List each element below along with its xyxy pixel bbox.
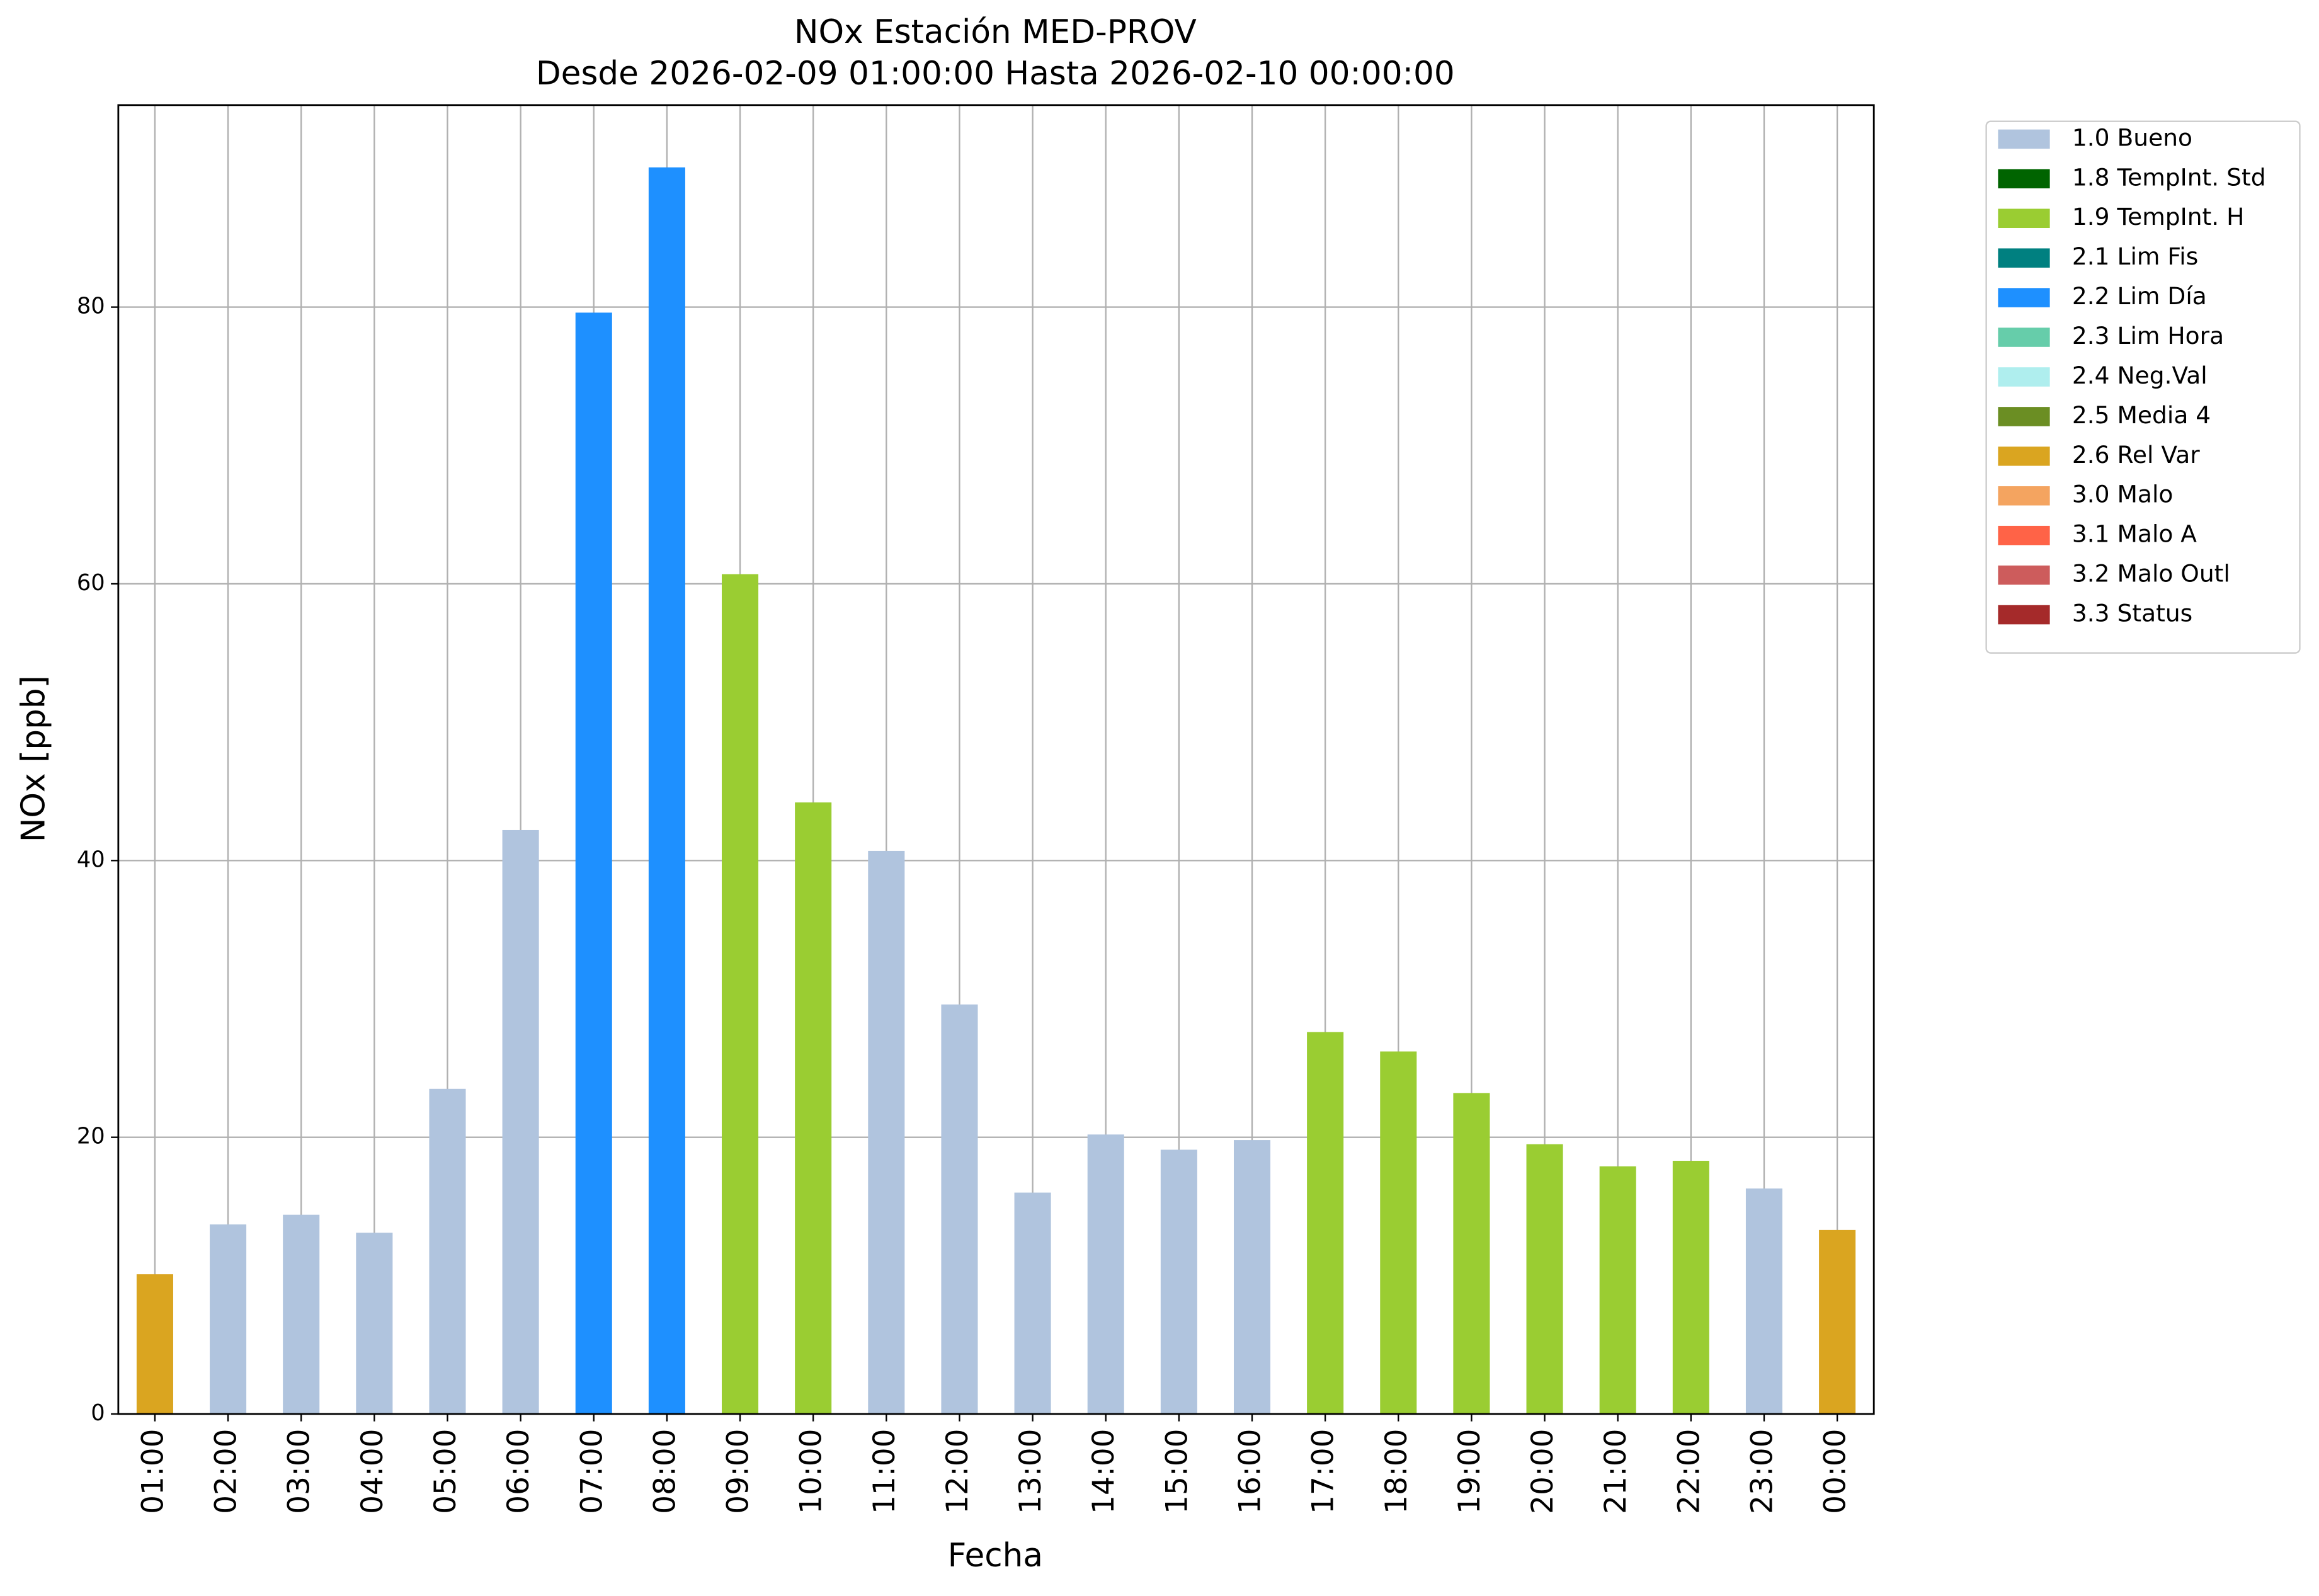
x-tick-label: 04:00 [355,1429,390,1514]
y-tick-label: 20 [77,1124,105,1149]
legend-swatch [1998,407,2050,426]
x-tick-label: 02:00 [209,1429,244,1514]
bar [1819,1229,1856,1415]
legend-label: 2.5 Media 4 [2072,401,2211,429]
legend-swatch [1998,208,2050,228]
bar [795,802,832,1415]
legend-swatch [1998,367,2050,387]
bar [502,829,539,1415]
legend-swatch [1998,605,2050,625]
legend-box [1985,120,2301,654]
x-tick-label: 10:00 [794,1429,829,1514]
bar [136,1274,173,1415]
bar [1087,1134,1124,1415]
legend-swatch [1998,486,2050,506]
x-tick-label: 15:00 [1160,1429,1194,1514]
legend-swatch [1998,169,2050,189]
x-axis-label: Fecha [948,1537,1043,1575]
legend-swatch [1998,565,2050,585]
x-tick-label: 20:00 [1525,1429,1560,1514]
bar [722,574,759,1415]
x-tick-label: 13:00 [1013,1429,1048,1514]
bar [429,1088,466,1415]
x-tick-label: 17:00 [1306,1429,1341,1514]
legend-label: 2.6 Rel Var [2072,441,2200,469]
y-tick-label: 40 [77,846,105,872]
legend-label: 3.1 Malo A [2072,520,2197,548]
chart-title: NOx Estación MED-PROV [794,13,1197,51]
bar [868,850,905,1415]
legend-label: 1.0 Bueno [2072,123,2192,151]
y-tick-label: 80 [77,294,105,319]
x-tick-label: 03:00 [282,1429,317,1514]
bar [1160,1149,1197,1415]
x-tick-label: 23:00 [1745,1429,1779,1514]
x-tick-label: 08:00 [647,1429,682,1514]
legend-label: 1.8 TempInt. Std [2072,163,2266,191]
x-tick-label: 07:00 [574,1429,609,1514]
legend-swatch [1998,248,2050,268]
bar [1233,1140,1271,1415]
y-axis-label: NOx [ppb] [14,675,52,842]
x-tick-label: 00:00 [1818,1429,1853,1514]
x-tick-label: 05:00 [428,1429,463,1514]
bar [1599,1166,1636,1415]
legend-swatch [1998,328,2050,347]
x-tick-label: 18:00 [1379,1429,1414,1514]
bar [1745,1188,1783,1415]
legend-swatch [1998,447,2050,466]
bar [1526,1144,1563,1415]
bar [283,1214,320,1415]
bar [1014,1192,1051,1415]
x-tick-label: 22:00 [1672,1429,1706,1514]
legend-label: 3.3 Status [2072,600,2192,627]
y-tick-label: 0 [91,1400,105,1426]
legend-swatch [1998,525,2050,545]
x-tick-label: 14:00 [1086,1429,1121,1514]
bar [941,1004,978,1415]
legend-label: 2.1 Lim Fis [2072,242,2198,270]
bar [1453,1093,1490,1415]
y-tick-label: 60 [77,570,105,596]
legend-label: 3.2 Malo Outl [2072,560,2230,588]
bar [575,312,612,1415]
bar [1380,1051,1417,1415]
legend-label: 2.4 Neg.Val [2072,362,2208,389]
legend-label: 2.2 Lim Día [2072,282,2207,310]
x-tick-label: 09:00 [721,1429,756,1514]
x-tick-label: 01:00 [135,1429,170,1514]
bar [1672,1161,1709,1415]
legend-swatch [1998,288,2050,307]
legend-label: 3.0 Malo [2072,481,2174,508]
legend-label: 2.3 Lim Hora [2072,322,2224,350]
bar [356,1233,393,1415]
chart-subtitle: Desde 2026-02-09 01:00:00 Hasta 2026-02-… [536,55,1455,93]
x-tick-label: 21:00 [1598,1429,1633,1514]
legend-label: 1.9 TempInt. H [2072,203,2245,231]
legend-swatch [1998,129,2050,149]
x-tick-label: 19:00 [1452,1429,1487,1514]
x-tick-label: 12:00 [940,1429,975,1514]
plot-frame [117,104,1875,1415]
bar [648,167,685,1415]
x-tick-label: 11:00 [867,1429,902,1514]
bar [1307,1032,1344,1415]
x-tick-label: 06:00 [501,1429,536,1514]
x-tick-label: 16:00 [1233,1429,1268,1514]
bar [210,1224,247,1415]
